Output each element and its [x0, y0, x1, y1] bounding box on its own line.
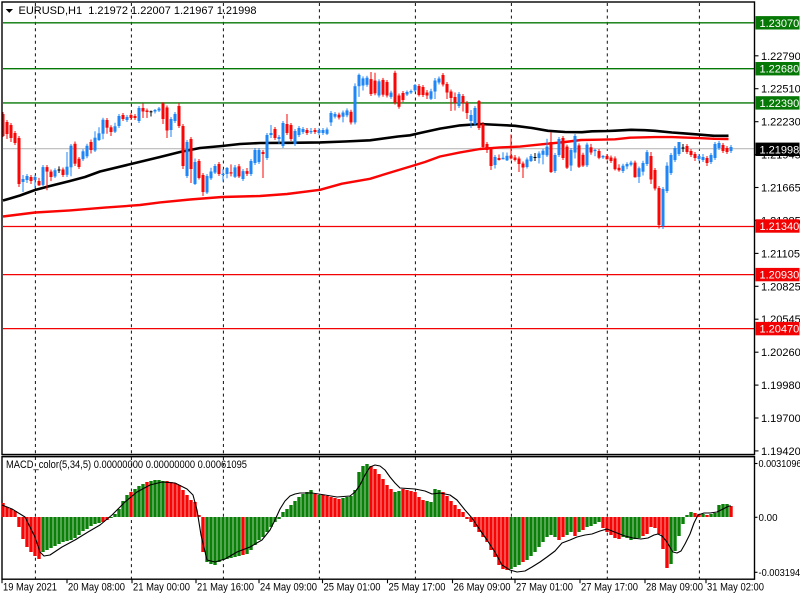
- svg-text:1.22680: 1.22680: [760, 64, 800, 76]
- svg-text:27 May 17:00: 27 May 17:00: [581, 582, 638, 594]
- svg-text:1.22510: 1.22510: [761, 84, 800, 96]
- svg-text:MACD_color(5,34,5) 0.00000000: MACD_color(5,34,5) 0.00000000 0.00000000…: [6, 459, 247, 471]
- svg-text:24 May 09:00: 24 May 09:00: [260, 582, 317, 594]
- svg-text:1.21105: 1.21105: [761, 248, 800, 260]
- svg-text:1.19420: 1.19420: [761, 446, 800, 458]
- svg-text:27 May 01:00: 27 May 01:00: [516, 582, 573, 594]
- svg-text:1.19980: 1.19980: [761, 380, 800, 392]
- svg-text:28 May 09:00: 28 May 09:00: [646, 582, 703, 594]
- svg-text:1.20930: 1.20930: [760, 270, 800, 282]
- svg-text:1.22390: 1.22390: [760, 98, 800, 110]
- svg-text:20 May 08:00: 20 May 08:00: [68, 582, 125, 594]
- svg-text:1.21665: 1.21665: [761, 183, 800, 195]
- svg-text:0.00: 0.00: [759, 513, 778, 524]
- svg-text:1.22790: 1.22790: [761, 51, 800, 63]
- svg-text:25 May 01:00: 25 May 01:00: [324, 582, 381, 594]
- svg-text:19 May 2021: 19 May 2021: [3, 582, 57, 594]
- svg-text:21 May 16:00: 21 May 16:00: [197, 582, 254, 594]
- svg-text:1.20470: 1.20470: [760, 324, 800, 336]
- svg-text:1.23070: 1.23070: [760, 18, 800, 30]
- svg-text:25 May 17:00: 25 May 17:00: [389, 582, 446, 594]
- svg-text:-0.00319460: -0.00319460: [759, 568, 800, 579]
- svg-text:EURUSD,H1 1.21972 1.22007 1.2: EURUSD,H1 1.21972 1.22007 1.21967 1.2199…: [19, 5, 257, 17]
- svg-text:26 May 09:00: 26 May 09:00: [454, 582, 511, 594]
- svg-text:1.21340: 1.21340: [760, 221, 800, 233]
- svg-text:21 May 00:00: 21 May 00:00: [133, 582, 190, 594]
- svg-text:1.19700: 1.19700: [761, 413, 800, 425]
- svg-text:1.20260: 1.20260: [761, 347, 800, 359]
- svg-text:1.21998: 1.21998: [760, 144, 800, 156]
- svg-text:1.22230: 1.22230: [761, 117, 800, 129]
- svg-text:31 May 02:00: 31 May 02:00: [707, 582, 764, 594]
- svg-text:1.20825: 1.20825: [761, 281, 800, 293]
